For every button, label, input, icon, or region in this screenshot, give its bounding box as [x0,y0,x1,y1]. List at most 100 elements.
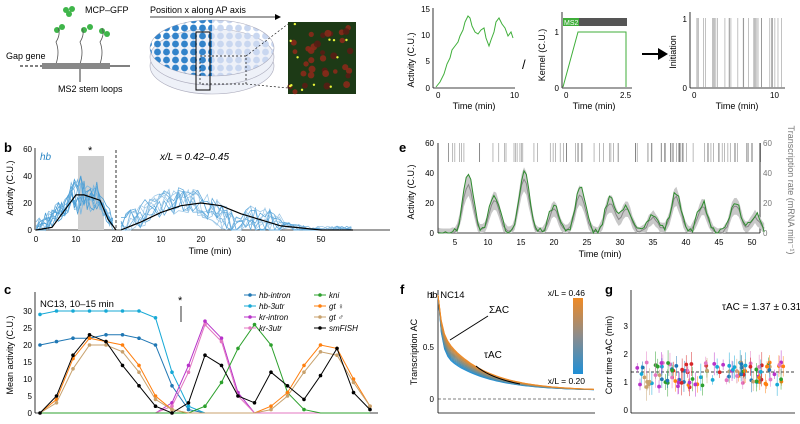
b-ytick: 60 [23,145,32,154]
g-point [680,367,685,372]
e-xtick: 50 [748,238,757,247]
transcription-spot [296,56,299,59]
g-point [660,364,664,369]
nucleus-mark [292,49,298,55]
c-point [302,397,306,402]
f-ytick: 0.5 [423,343,435,352]
c-point [54,309,59,313]
c-ytick: 25 [23,324,32,333]
g-point [781,364,786,369]
g-point [644,360,649,365]
nucleus-mark [319,55,327,62]
c-point [219,339,224,344]
c-point [120,309,125,313]
b-mean-nc13 [35,194,117,231]
c-point [153,404,158,409]
k-ytick: 1 [555,28,560,37]
nucleus-mark [290,39,297,46]
ms2-bar [563,18,579,26]
c-point [269,343,273,347]
f-ytick: 1 [430,291,435,300]
c-point [285,384,290,388]
g-point [767,364,772,369]
c-point [104,333,108,337]
nucleus-mark [308,31,314,37]
e-xtick: 30 [616,238,625,247]
panel-c: c Mean activity (C.U.) 0 5 10 15 20 25 3… [4,282,378,418]
c-legend-label: gt ♂ [329,313,344,322]
position-label: Position x along AP axis [150,5,246,15]
nucleus-mark [300,70,307,77]
gap-gene-label: Gap gene [6,51,46,61]
f-ac-curve [437,294,595,390]
nucleus-mark [303,61,309,67]
b-xtick: 10 [72,235,81,244]
b-xtick: 0 [34,235,39,244]
e-right-label: Transcription rate (mRNA min⁻¹) [786,126,796,255]
c-point [104,343,108,347]
g-point [743,369,748,373]
nucleus-mark [339,37,345,44]
a-kernel-ylabel: Kernel (C.U.) [537,29,547,82]
g-point [679,380,684,385]
c-legend-marker [248,293,252,297]
transcription-spot [336,56,339,59]
c-point [38,411,42,415]
b-ytick: 40 [23,172,32,181]
nucleus-mark [330,52,338,60]
g-point [684,362,689,367]
c-point [137,370,141,375]
c-point [170,404,174,409]
g-point [768,377,773,382]
g-point [739,362,744,367]
g-point [731,367,735,372]
c-point [54,339,59,344]
c-point [170,370,174,375]
c-point [252,401,257,405]
f-colorbar-top: x/L = 0.46 [548,288,586,298]
c-ytick: 15 [23,358,32,367]
e-xtick: 35 [649,238,658,247]
g-point [676,380,681,385]
g-point [670,368,675,373]
transcription-spot [290,84,293,87]
b-xtick: 10 [157,235,166,244]
k-xtick: 0 [564,91,569,100]
transcription-spot [328,38,331,41]
e-xlabel: Time (min) [579,249,622,259]
c-ytick: 0 [28,409,33,418]
nucleus-mark [342,64,349,71]
f-sigma: ΣAC [489,305,509,316]
g-point [687,380,692,385]
a-activity-ylabel: Activity (C.U.) [406,32,416,87]
c-point [351,380,356,385]
k-xlabel: Time (min) [573,101,616,111]
c-point [71,336,75,341]
c-point [153,397,158,402]
e-xtick: 10 [484,238,493,247]
c-point [219,380,224,385]
mcp-label: MCP–GFP [85,5,129,15]
c-point [170,384,174,388]
a-xlabel: Time (min) [453,101,496,111]
c-ytick: 10 [23,375,32,384]
c-point [54,401,59,405]
e-activity-trace [438,169,765,235]
e-xtick: 45 [715,238,724,247]
kernel-trace [562,31,627,88]
g-point [764,382,769,387]
c-point [236,346,240,351]
e-xticks: 5 10 15 20 25 30 35 40 45 50 [453,238,757,247]
f-tau: τAC [484,350,502,361]
c-point [137,336,141,341]
nucleus-mark [324,29,332,37]
c-profiles [38,309,372,415]
panel-b: b Activity (C.U.) 0 20 40 60 0 10 20 0 1… [4,140,390,256]
c-point [120,343,125,347]
e-ytick: 40 [425,169,434,178]
panel-g-label: g [605,282,613,297]
k-xtick: 2.5 [620,91,632,100]
g-ytick: 0 [624,406,629,415]
c-point [351,390,356,395]
